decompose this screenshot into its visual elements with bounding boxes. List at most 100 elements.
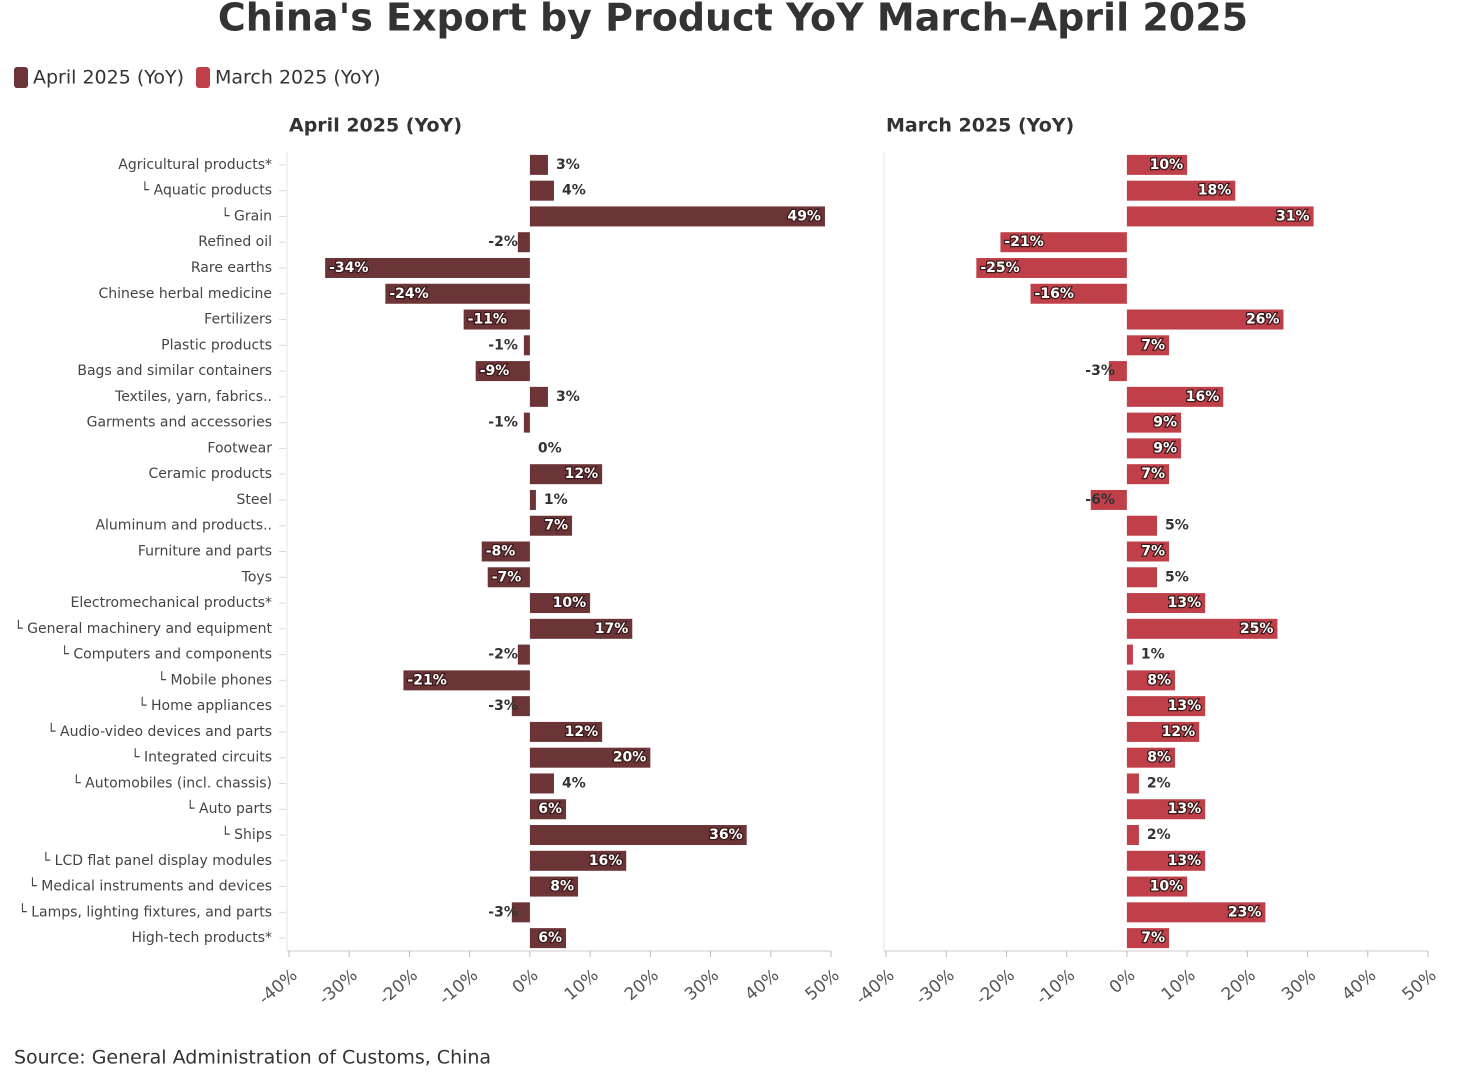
x-tick-label: 20% (1218, 965, 1260, 1005)
value-label: 8% (1147, 672, 1171, 688)
value-label: 20% (613, 750, 647, 766)
y-tick-label: Bags and similar containers (77, 363, 272, 379)
y-tick-label: └ General machinery and equipment (14, 620, 272, 637)
x-tick-label: 0% (1106, 965, 1140, 998)
value-label: 26% (1246, 312, 1280, 328)
value-label: 31% (1276, 208, 1310, 224)
x-tick-label: 30% (1278, 965, 1320, 1005)
y-tick-label: Footwear (207, 440, 272, 456)
y-tick-label: └ Grain (221, 207, 272, 224)
bar (1108, 361, 1127, 382)
y-tick-label: Garments and accessories (87, 415, 272, 431)
bar (325, 257, 530, 278)
bar (1126, 902, 1266, 923)
x-tick-label: -10% (436, 965, 483, 1009)
bar (1126, 850, 1206, 871)
value-label: 49% (787, 208, 821, 224)
bar (1126, 721, 1200, 742)
y-tick-label: Rare earths (191, 260, 272, 276)
bar (1030, 283, 1127, 304)
bar (1126, 696, 1206, 717)
bar (511, 696, 530, 717)
value-label: 25% (1240, 621, 1274, 637)
y-tick-label: └ Audio-video devices and parts (47, 723, 272, 740)
value-label: 10% (553, 595, 587, 611)
value-label: 4% (562, 183, 586, 199)
bar (1126, 618, 1278, 639)
value-label: 8% (1147, 750, 1171, 766)
x-tick-label: 0% (509, 965, 543, 998)
x-tick-label: 10% (561, 965, 603, 1005)
bar (1126, 747, 1176, 768)
bar (403, 670, 530, 691)
bar (475, 361, 530, 382)
bar (1090, 489, 1127, 510)
value-label: -16% (1035, 286, 1074, 302)
bar (529, 876, 579, 897)
value-label: 7% (1141, 930, 1165, 946)
bar (1126, 386, 1224, 407)
bar (463, 309, 530, 330)
value-label: 7% (544, 518, 568, 534)
value-label: 8% (550, 879, 574, 895)
value-label: 12% (1162, 724, 1196, 740)
x-tick-label: -20% (972, 965, 1019, 1009)
x-tick-label: 30% (681, 965, 723, 1005)
x-tick-label: 50% (1399, 965, 1441, 1005)
bar (529, 464, 603, 485)
bar (1126, 154, 1188, 175)
y-tick-label: Electromechanical products* (71, 595, 272, 611)
bar (1126, 593, 1206, 614)
value-label: -25% (980, 260, 1019, 276)
value-label: 1% (1141, 647, 1165, 663)
bar (529, 180, 554, 201)
value-label: 16% (1186, 389, 1220, 405)
value-label: 5% (1165, 569, 1189, 585)
value-label: 10% (1150, 157, 1184, 173)
bar (529, 850, 627, 871)
panel-title: April 2025 (YoY) (289, 115, 462, 137)
y-tick-label: └ Home appliances (138, 697, 272, 714)
bar (529, 773, 554, 794)
x-tick-label: -10% (1033, 965, 1080, 1009)
bar (1126, 180, 1236, 201)
bar (529, 386, 548, 407)
y-tick-label: └ Computers and components (60, 646, 272, 663)
bar (385, 283, 530, 304)
bar (976, 257, 1127, 278)
bar (1126, 464, 1170, 485)
value-label: 2% (1147, 775, 1171, 791)
bar (1126, 438, 1182, 459)
value-label: 17% (595, 621, 629, 637)
bar (481, 541, 530, 562)
bar (1126, 412, 1182, 433)
value-label: 9% (1153, 440, 1177, 456)
chart-title: China's Export by Product YoY March–Apri… (218, 0, 1248, 40)
value-label: -3% (488, 698, 518, 714)
value-label: -3% (488, 904, 518, 920)
value-label: 6% (538, 930, 562, 946)
bar (1126, 825, 1139, 846)
legend-label: March 2025 (YoY) (215, 67, 381, 89)
y-tick-label: Ceramic products (148, 466, 272, 482)
value-label: -11% (468, 312, 507, 328)
x-tick-label: 50% (802, 965, 844, 1005)
value-label: -6% (1085, 492, 1115, 508)
y-tick-label: Refined oil (198, 234, 272, 250)
x-tick-label: 40% (741, 965, 783, 1005)
value-label: 12% (565, 466, 599, 482)
y-tick-label: └ Lamps, lighting fixtures, and parts (18, 903, 272, 920)
bar (1126, 567, 1157, 588)
value-label: 0% (538, 440, 562, 456)
value-label: 4% (562, 775, 586, 791)
bar (1126, 670, 1176, 691)
bar (1126, 773, 1139, 794)
y-tick-label: └ Aquatic products (141, 182, 272, 199)
value-label: 9% (1153, 415, 1177, 431)
bar (529, 154, 548, 175)
value-label: 1% (544, 492, 568, 508)
y-tick-label: └ Medical instruments and devices (28, 878, 272, 895)
x-tick-label: 20% (621, 965, 663, 1005)
bar (1126, 206, 1314, 227)
value-label: 23% (1228, 904, 1262, 920)
